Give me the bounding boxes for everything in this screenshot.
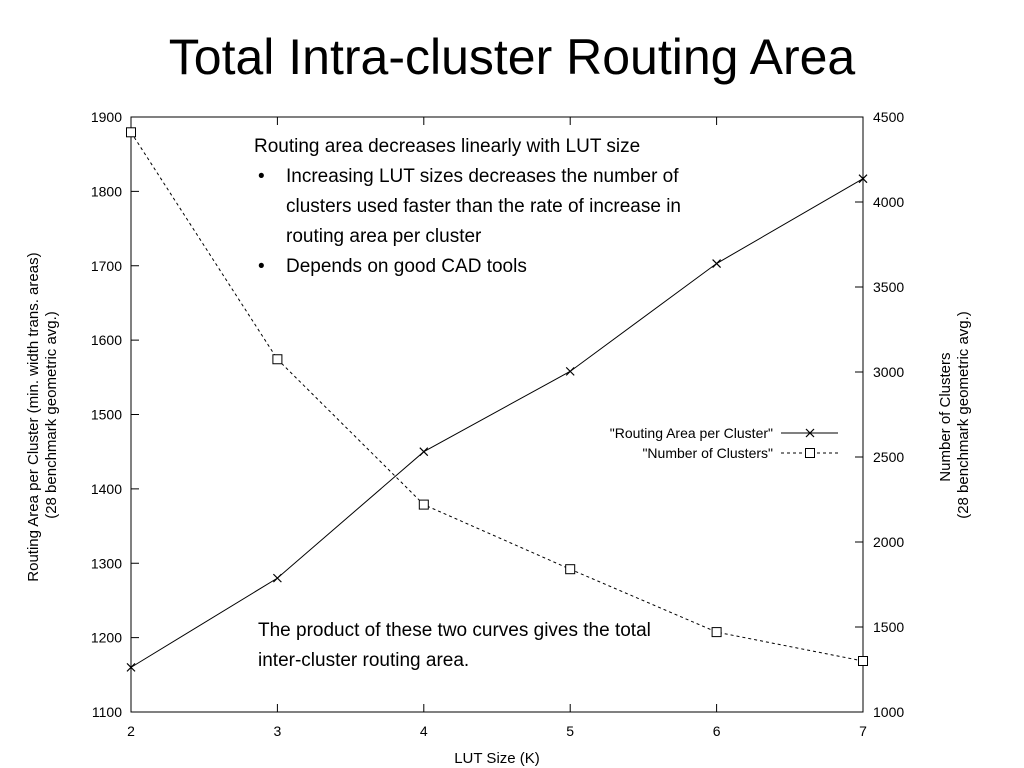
point-marker-square: [272, 354, 283, 365]
x-tick-label: 7: [859, 723, 867, 739]
left-tick-label: 1400: [91, 481, 122, 497]
annotation-bullet-2: Depends on good CAD tools: [258, 252, 734, 282]
annotation-top: Routing area decreases linearly with LUT…: [254, 132, 734, 282]
legend-label-routing-area: "Routing Area per Cluster": [610, 425, 773, 441]
point-marker-x: [858, 174, 868, 184]
point-marker-square: [565, 564, 576, 575]
annotation-heading: Routing area decreases linearly with LUT…: [254, 136, 641, 157]
right-axis-title-line-2: (28 benchmark geometric avg.): [955, 311, 972, 519]
slide-title: Total Intra-cluster Routing Area: [168, 29, 856, 85]
point-marker-x: [272, 573, 282, 583]
left-tick-label: 1700: [91, 258, 122, 274]
x-tick-label: 6: [713, 723, 721, 739]
axis-ticks: 1100 1200 1300 1400 1500 1600 1700 1800 1900 1000…: [91, 109, 905, 739]
left-tick-label: 1900: [91, 109, 122, 125]
right-tick-label: 4000: [873, 194, 904, 210]
annotation-bullet-1: Increasing LUT sizes decreases the numbe…: [258, 162, 734, 252]
series-line-0: [130, 178, 864, 668]
point-marker-square: [418, 499, 429, 510]
left-tick-label: 1500: [91, 407, 122, 423]
point-marker-x: [419, 447, 429, 457]
point-marker-x: [565, 366, 575, 376]
legend-marker-clusters: [805, 448, 815, 458]
left-tick-label: 1300: [91, 555, 122, 571]
legend-marker-routing-area: [805, 428, 815, 438]
right-axis-title-line-1: Number of Clusters: [937, 352, 954, 481]
point-marker-square: [126, 127, 136, 138]
left-tick-label: 1800: [91, 183, 122, 199]
annotation-bullets: Increasing LUT sizes decreases the numbe…: [254, 162, 734, 282]
left-tick-label: 1100: [92, 704, 122, 720]
x-tick-label: 4: [420, 723, 428, 739]
right-tick-label: 3000: [873, 364, 904, 380]
right-tick-label: 1000: [873, 704, 904, 720]
left-axis-title-line-2: (28 benchmark geometric avg.): [43, 311, 60, 519]
left-tick-label: 1600: [91, 332, 122, 348]
x-tick-label: 2: [127, 723, 135, 739]
legend: "Routing Area per Cluster" "Number of Cl…: [610, 425, 838, 461]
point-marker-square: [711, 627, 722, 638]
x-axis-title: LUT Size (K): [454, 750, 540, 767]
right-tick-label: 2000: [873, 534, 904, 550]
right-tick-label: 3500: [873, 279, 904, 295]
annotation-bottom: The product of these two curves gives th…: [258, 620, 651, 671]
left-axis-title: Routing Area per Cluster (min. width tra…: [25, 248, 60, 581]
left-tick-label: 1200: [91, 630, 122, 646]
point-marker-square: [858, 656, 868, 666]
x-tick-label: 3: [274, 723, 282, 739]
x-tick-label: 5: [566, 723, 574, 739]
legend-label-clusters: "Number of Clusters": [642, 445, 773, 461]
right-axis-title: Number of Clusters (28 benchmark geometr…: [937, 311, 972, 519]
left-axis-title-line-1: Routing Area per Cluster (min. width tra…: [25, 252, 42, 581]
right-tick-label: 1500: [873, 619, 904, 635]
right-tick-label: 2500: [873, 449, 904, 465]
point-marker-x: [126, 662, 136, 672]
right-tick-label: 4500: [873, 109, 904, 125]
